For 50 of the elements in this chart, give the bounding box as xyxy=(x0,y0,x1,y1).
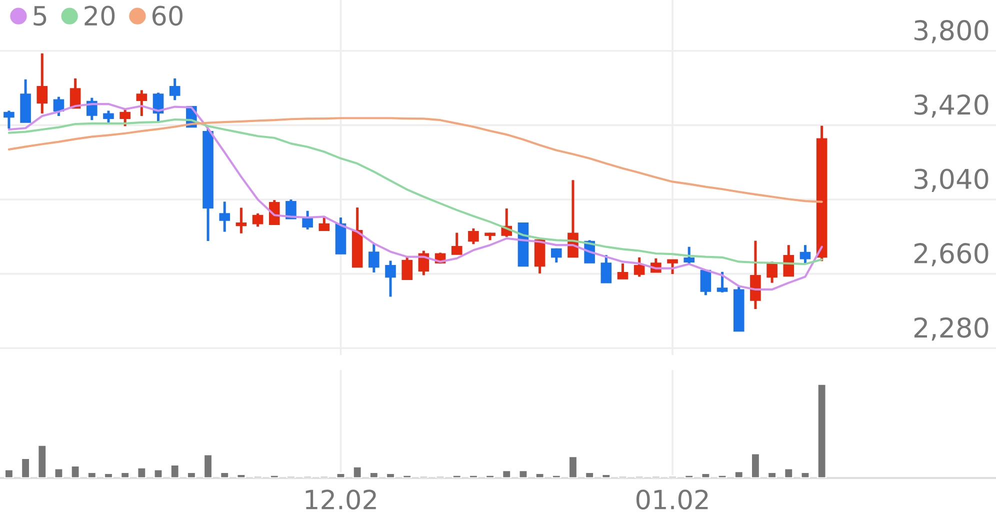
bar xyxy=(734,470,744,478)
legend-label: 5 xyxy=(34,6,46,26)
bar xyxy=(220,472,230,478)
bar xyxy=(502,470,512,478)
bar xyxy=(186,472,196,478)
bar xyxy=(534,472,545,478)
bar xyxy=(485,474,495,478)
bar xyxy=(568,456,578,478)
bar xyxy=(402,474,412,478)
bar xyxy=(767,472,777,478)
bar xyxy=(336,472,346,478)
bar xyxy=(717,474,728,478)
y-tick-label: 3,040 xyxy=(914,168,988,192)
bar xyxy=(584,472,594,478)
bar xyxy=(236,474,246,478)
bar xyxy=(153,468,164,478)
bar xyxy=(136,466,147,478)
legend-label: 60 xyxy=(152,6,182,26)
bar xyxy=(518,470,528,478)
legend-label: 20 xyxy=(84,6,115,26)
y-tick-label: 2,280 xyxy=(914,317,988,341)
y-tick-label: 2,660 xyxy=(914,243,988,266)
bar xyxy=(369,472,379,478)
bar xyxy=(552,474,562,478)
bar xyxy=(800,472,810,478)
bar xyxy=(4,468,14,478)
bar xyxy=(37,444,47,478)
bar xyxy=(54,468,64,478)
bar xyxy=(700,472,711,478)
x-tick-label: 01.02 xyxy=(636,490,708,510)
x-tick-label: 12.02 xyxy=(306,490,376,510)
bar xyxy=(104,472,114,478)
bar xyxy=(170,464,180,478)
bar xyxy=(816,383,827,478)
y-tick-label: 3,420 xyxy=(914,94,988,118)
bar xyxy=(468,474,478,478)
bar xyxy=(203,454,213,478)
bar xyxy=(352,466,362,478)
bar xyxy=(70,465,80,478)
bar xyxy=(386,472,396,478)
bar xyxy=(601,474,611,478)
bar xyxy=(684,474,694,478)
bar xyxy=(270,474,280,478)
bar xyxy=(750,452,760,478)
bar xyxy=(120,472,130,478)
bar xyxy=(452,474,462,478)
bar xyxy=(87,472,97,478)
bar xyxy=(784,468,794,478)
y-tick-label: 3,800 xyxy=(914,20,988,44)
bar xyxy=(20,458,30,478)
